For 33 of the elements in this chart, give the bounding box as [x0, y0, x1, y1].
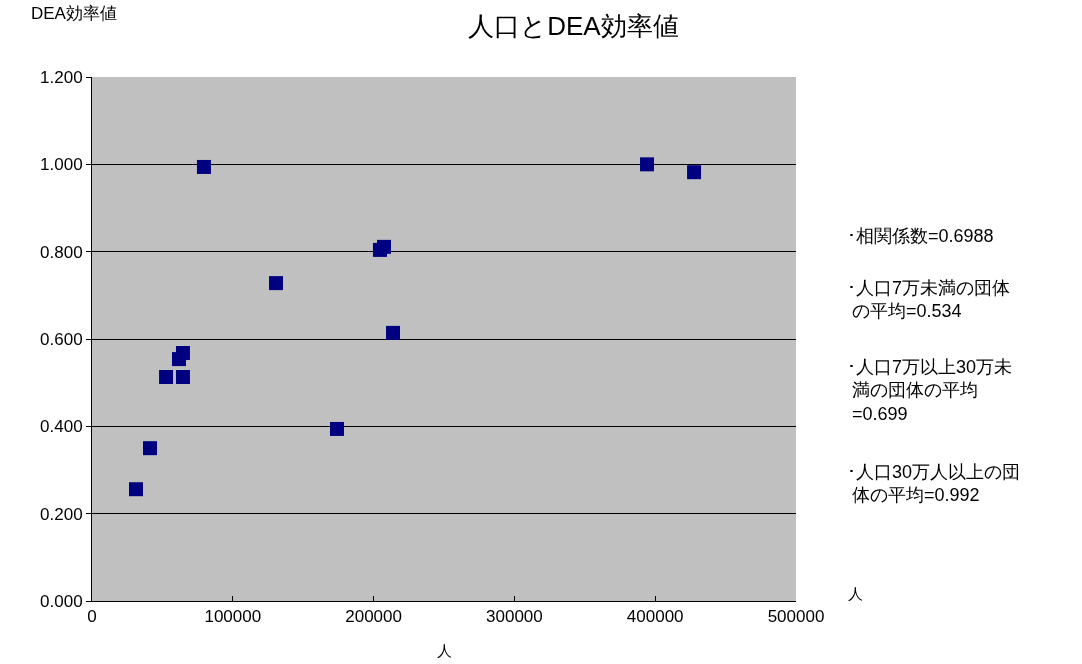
point	[386, 325, 401, 340]
x-tick-label: 200000	[345, 607, 402, 627]
y-tick-label: 0.600	[40, 329, 83, 349]
x-tick-label: 300000	[486, 607, 543, 627]
point	[269, 276, 284, 291]
y-tick-label: 0.200	[40, 504, 83, 524]
text: 人	[848, 585, 863, 602]
text: ･人口7万未満の団体の平均=0.534	[847, 278, 1011, 322]
text: ･相関係数=0.6988	[847, 226, 994, 246]
x-tick-label: 500000	[767, 607, 825, 627]
point	[329, 421, 344, 436]
point	[175, 369, 190, 384]
point	[377, 239, 392, 254]
point	[175, 345, 190, 360]
chart-title: 人口とDEA効率値	[468, 10, 679, 41]
point	[196, 159, 211, 174]
x-tick-label: 100000	[204, 607, 262, 627]
point	[129, 482, 143, 497]
text: ･人口30万人以上の団体の平均=0.992	[847, 462, 1021, 506]
x-tick-label: 400000	[626, 607, 684, 627]
y-tick-label: 1.000	[40, 155, 83, 175]
y-tick-label: 0.000	[40, 591, 83, 611]
text: ･人口7万以上30万未満の団体の平均=0.699	[847, 357, 1013, 424]
point	[143, 441, 158, 456]
x-tick-label: 0	[87, 607, 97, 627]
point	[640, 157, 655, 172]
x-axis-title: 人	[437, 642, 452, 659]
y-axis-title: DEA効率値	[31, 4, 117, 23]
point	[687, 165, 702, 180]
point	[159, 369, 174, 384]
y-tick-label: 0.400	[40, 417, 83, 437]
y-tick-label: 1.200	[40, 67, 83, 87]
y-tick-label: 0.800	[40, 242, 83, 262]
